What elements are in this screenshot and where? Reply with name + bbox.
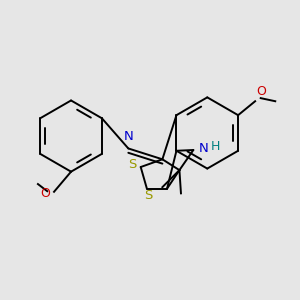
Text: H: H bbox=[211, 140, 220, 153]
Text: O: O bbox=[40, 187, 50, 200]
Text: N: N bbox=[199, 142, 209, 155]
Text: S: S bbox=[128, 158, 136, 171]
Text: S: S bbox=[144, 189, 153, 202]
Text: N: N bbox=[124, 130, 133, 143]
Text: O: O bbox=[257, 85, 267, 98]
